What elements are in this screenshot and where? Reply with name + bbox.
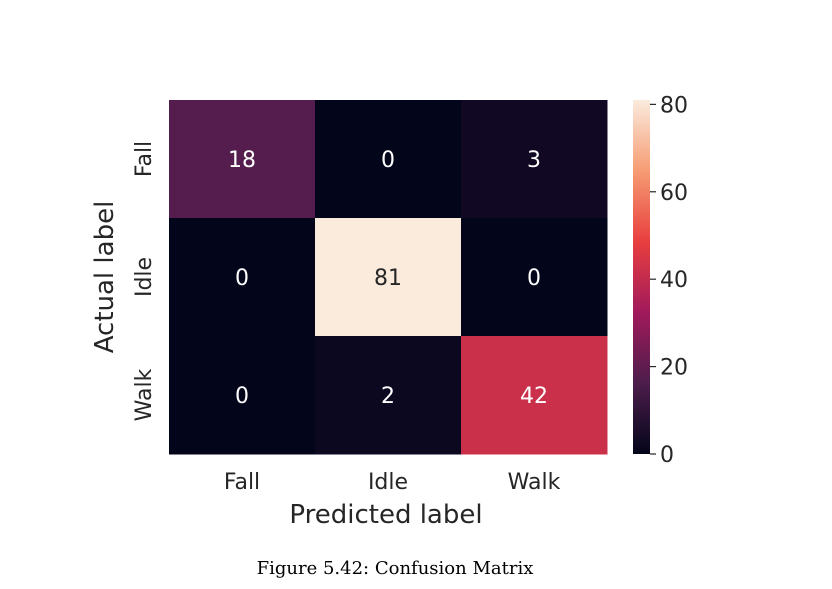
cell-value-label: 0	[527, 266, 541, 291]
cell-value-label: 18	[228, 148, 256, 173]
y-tick-label: Walk	[132, 368, 157, 421]
heatmap-cells	[169, 100, 608, 455]
cell-value-label: 0	[235, 384, 249, 409]
colorbar-ticks: 0 20 40 60 80	[650, 93, 688, 468]
figure-caption: Figure 5.42: Confusion Matrix	[256, 558, 534, 579]
heatmap-cell	[461, 336, 608, 455]
colorbar	[633, 100, 650, 454]
heatmap-cell	[315, 336, 462, 455]
colorbar-tick-label: 0	[660, 443, 674, 468]
cell-value-label: 3	[527, 148, 541, 173]
heatmap-cell	[169, 218, 316, 337]
heatmap-cell	[461, 100, 608, 219]
cell-value-labels: 18 0 3 0 81 0 0 2 42	[228, 148, 548, 409]
y-tick-labels: Fall Idle Walk	[132, 141, 157, 422]
y-axis-title: Actual label	[90, 201, 120, 354]
cell-value-label: 0	[381, 148, 395, 173]
x-tick-labels: Fall Idle Walk	[224, 470, 561, 495]
x-tick-label: Walk	[508, 470, 561, 495]
heatmap-cell	[169, 336, 316, 455]
x-tick-label: Fall	[224, 470, 260, 495]
cell-value-label: 2	[381, 384, 395, 409]
x-axis-title: Predicted label	[289, 500, 482, 530]
colorbar-tick-label: 40	[660, 268, 688, 293]
heatmap-cell	[461, 218, 608, 337]
x-tick-label: Idle	[368, 470, 408, 495]
colorbar-tick-label: 80	[660, 93, 688, 118]
heatmap-cell	[169, 100, 316, 219]
y-tick-label: Fall	[132, 141, 157, 177]
heatmap-cell	[315, 100, 462, 219]
cell-value-label: 42	[520, 384, 548, 409]
heatmap-cell	[315, 218, 462, 337]
colorbar-tick-label: 20	[660, 356, 688, 381]
cell-value-label: 0	[235, 266, 249, 291]
y-tick-label: Idle	[132, 257, 157, 297]
colorbar-tick-label: 60	[660, 181, 688, 206]
cell-value-label: 81	[374, 266, 402, 291]
